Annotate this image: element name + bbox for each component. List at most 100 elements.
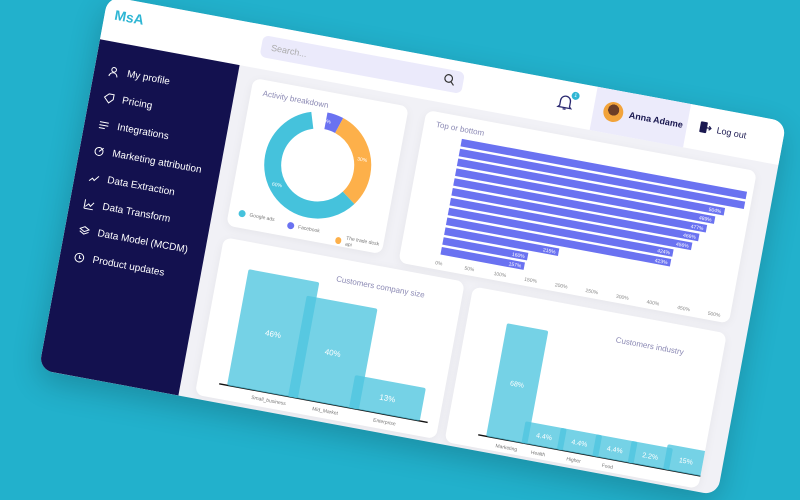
x-tick: 400% bbox=[646, 299, 660, 307]
sidebar: My profile Pricing Integrations Marketing a… bbox=[38, 39, 240, 396]
search-input[interactable]: Search... bbox=[259, 34, 466, 94]
bar-label: 2.2% bbox=[642, 452, 659, 462]
bar-label: 489% bbox=[698, 215, 712, 223]
x-tick: 200% bbox=[554, 282, 568, 290]
sidebar-item-label: My profile bbox=[126, 68, 171, 88]
x-tick: 250% bbox=[585, 288, 599, 296]
bar bbox=[449, 197, 693, 251]
bar bbox=[445, 217, 672, 267]
notification-badge: 1 bbox=[570, 91, 581, 101]
sidebar-item-my-profile[interactable]: My profile bbox=[107, 65, 171, 88]
sidebar-item-label: Integrations bbox=[116, 121, 170, 143]
bell-icon bbox=[556, 95, 573, 110]
bar-label: 68% bbox=[509, 380, 524, 389]
x-tick: 150% bbox=[524, 277, 538, 285]
bar-label: 40% bbox=[324, 347, 341, 359]
sidebar-item-data-extraction[interactable]: Data Extraction bbox=[88, 172, 176, 199]
bar bbox=[349, 375, 426, 421]
x-category: Marketing bbox=[495, 443, 518, 453]
chart-line-icon bbox=[83, 199, 95, 211]
bar bbox=[444, 227, 560, 256]
target-icon bbox=[94, 146, 104, 156]
bar-label: 424% bbox=[657, 248, 671, 256]
legend-swatch bbox=[238, 209, 247, 218]
avatar bbox=[601, 100, 625, 124]
donut-slice bbox=[264, 111, 372, 219]
x-category: Small_business bbox=[251, 395, 287, 407]
notifications-button[interactable]: 1 bbox=[555, 91, 581, 113]
industry-chart: 68% Marketing 4.4% Health 4.4% Higher 4.4% Food… bbox=[478, 323, 713, 479]
sidebar-item-pricing[interactable]: Pricing bbox=[102, 92, 153, 112]
bar bbox=[440, 247, 525, 270]
logout-icon bbox=[699, 121, 712, 134]
x-tick: 500% bbox=[707, 311, 721, 319]
sidebar-item-label: Data Model (MCDM) bbox=[96, 228, 189, 256]
x-tick: 100% bbox=[493, 271, 507, 279]
logo[interactable]: MsA bbox=[113, 6, 146, 28]
bar-label: 46% bbox=[264, 328, 281, 340]
top-or-bottom-card: Top or bottom 504% 489% 477% 466% 456% 424% 42… bbox=[398, 109, 757, 324]
bar-label: 423% bbox=[654, 258, 668, 266]
donut-chart: 10% 30% 60% bbox=[264, 111, 372, 219]
slice-label: 10% bbox=[320, 118, 331, 126]
bar-label: 157% bbox=[508, 261, 522, 269]
top-bar: MsA Search... 1 Anna Adame Log out bbox=[99, 0, 787, 166]
x-category: Higher bbox=[566, 456, 582, 465]
bar bbox=[628, 441, 673, 470]
bar bbox=[592, 434, 638, 464]
bar bbox=[453, 178, 708, 233]
bar bbox=[521, 421, 567, 451]
legend-swatch bbox=[286, 221, 295, 230]
extraction-icon bbox=[88, 175, 100, 182]
sliders-icon bbox=[98, 121, 109, 130]
search-placeholder: Search... bbox=[270, 42, 308, 60]
horizontal-bar-chart: 504%489%477%466%456% 424% 423% 215% 160%157%… bbox=[435, 138, 748, 319]
industry-card: Customers industry 68% Marketing 4.4% Healt… bbox=[444, 286, 727, 489]
sidebar-item-label: Data Transform bbox=[101, 201, 172, 225]
bar-label: 215% bbox=[542, 247, 556, 255]
company-size-chart: 46% Small_business 40% Mid_Market 13% Enterpr… bbox=[219, 269, 428, 428]
clock-icon bbox=[74, 252, 85, 263]
bar bbox=[458, 148, 746, 210]
app-window: MsA Search... 1 Anna Adame Log out My pr… bbox=[38, 0, 787, 496]
bar-label: 456% bbox=[675, 242, 689, 250]
logout-label: Log out bbox=[715, 124, 748, 141]
bar-label: 160% bbox=[511, 252, 525, 260]
sidebar-item-label: Data Extraction bbox=[106, 175, 176, 199]
user-name: Anna Adame bbox=[628, 110, 684, 130]
bar bbox=[557, 428, 602, 457]
company-size-card: Customers company size 46% Small_business… bbox=[194, 237, 465, 440]
user-menu[interactable]: Anna Adame bbox=[589, 86, 692, 148]
x-category: Food bbox=[601, 463, 614, 471]
sidebar-item-integrations[interactable]: Integrations bbox=[98, 119, 170, 143]
logout-button[interactable]: Log out bbox=[698, 120, 748, 142]
bar bbox=[451, 188, 700, 242]
layers-icon bbox=[79, 226, 91, 235]
legend-label: The trade desk api bbox=[344, 235, 380, 249]
bar bbox=[442, 237, 529, 261]
bar bbox=[663, 444, 709, 477]
sidebar-item-marketing-attribution[interactable]: Marketing attribution bbox=[93, 145, 203, 176]
sidebar-item-label: Product updates bbox=[91, 254, 166, 279]
bar-label: 504% bbox=[708, 207, 722, 215]
tag-icon bbox=[103, 93, 115, 104]
sidebar-item-label: Marketing attribution bbox=[111, 148, 203, 176]
bar bbox=[456, 158, 726, 216]
sidebar-item-data-transform[interactable]: Data Transform bbox=[83, 198, 171, 225]
x-category: Health bbox=[530, 450, 546, 459]
bar-label: 466% bbox=[683, 233, 697, 241]
bar bbox=[447, 207, 674, 257]
bar bbox=[460, 138, 748, 200]
bar-label: 4.4% bbox=[606, 446, 623, 456]
bar-label: 13% bbox=[379, 393, 396, 405]
slice-label: 60% bbox=[271, 182, 282, 190]
bar bbox=[455, 168, 716, 224]
search-icon[interactable] bbox=[442, 73, 456, 87]
sidebar-item-data-model-mcdm[interactable]: Data Model (MCDM) bbox=[78, 225, 189, 256]
user-icon bbox=[108, 67, 118, 78]
sidebar-item-label: Pricing bbox=[121, 95, 154, 112]
x-category: Enterprise bbox=[373, 417, 397, 427]
x-category: Mid_Market bbox=[312, 406, 339, 417]
donut-slice bbox=[264, 111, 372, 219]
sidebar-item-product-updates[interactable]: Product updates bbox=[73, 251, 165, 279]
